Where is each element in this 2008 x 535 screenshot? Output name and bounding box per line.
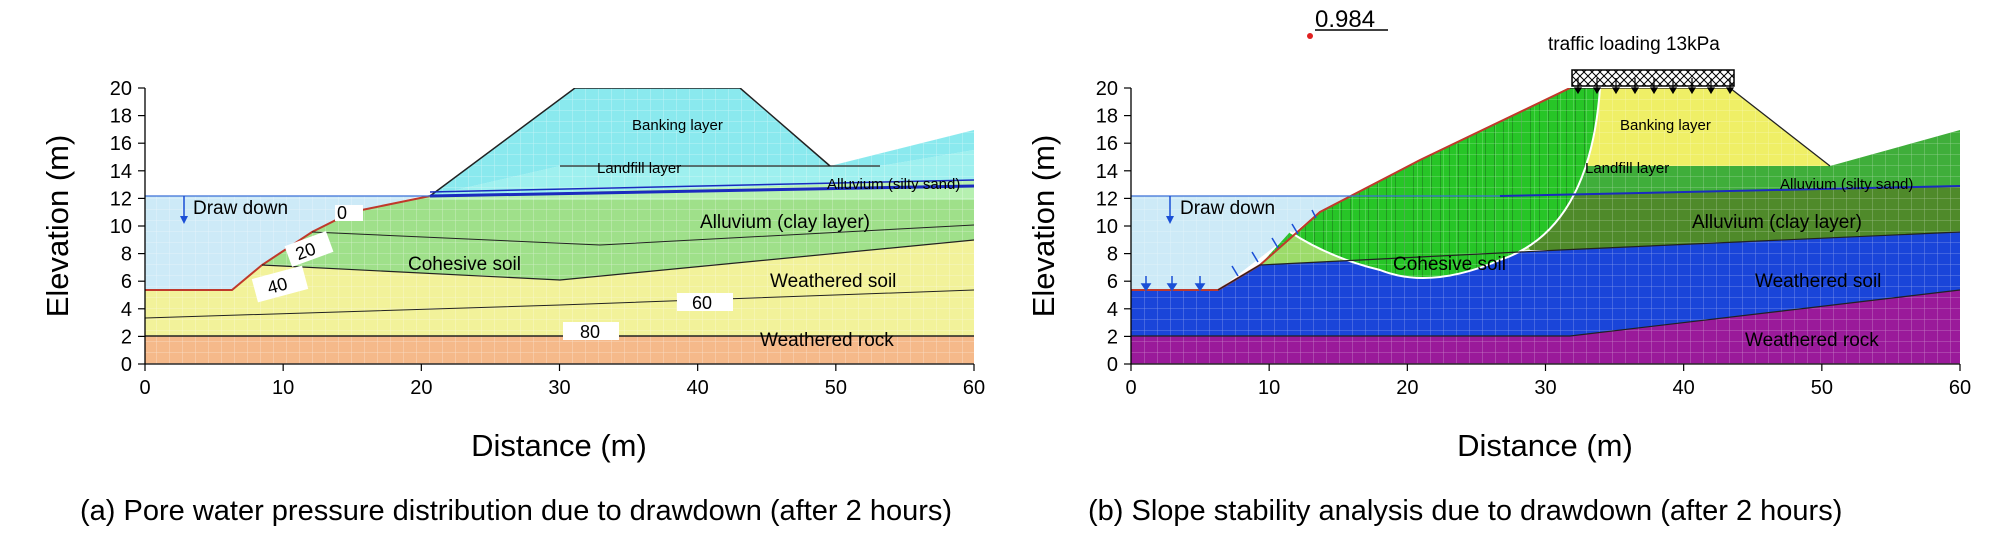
contour-label: 0	[337, 203, 347, 223]
factor-of-safety: 0.984	[1315, 6, 1375, 33]
x-tick-label: 30	[548, 377, 570, 399]
load-arrow-head	[1611, 87, 1621, 95]
load-arrow-head	[1573, 87, 1583, 95]
contour-label: 80	[580, 322, 600, 342]
cohesive-label-b: Cohesive soil	[1393, 254, 1506, 275]
contour-labels-a: 0 20 40 60 80	[251, 203, 733, 342]
x-tick-label: 60	[1949, 377, 1971, 399]
axes-b: 0 10 20 30 40 50 60 0 2 4 6 8 10 12 14 16 18 20 Distance (…	[1026, 78, 1971, 463]
x-axis-title: Distance (m)	[471, 428, 647, 463]
x-tick-label: 50	[825, 377, 847, 399]
weathered-rock-label-b: Weathered rock	[1745, 330, 1879, 351]
axes-a: 0 10 20 30 40 50 60 0 2 4 6 8 10 12 14 16 18 20 Distance (…	[40, 78, 985, 463]
drawdown-label-b: Draw down	[1180, 198, 1275, 219]
load-arrow-head	[1649, 87, 1659, 95]
y-tick-label: 20	[1096, 78, 1118, 100]
x-tick-label: 30	[1534, 377, 1556, 399]
x-tick-label: 40	[687, 377, 709, 399]
x-tick-label: 0	[1125, 377, 1136, 399]
water-pressure-arrows	[1140, 209, 1317, 292]
banking-label-a: Banking layer	[632, 117, 723, 134]
landfill-label-b: Landfill layer	[1585, 160, 1669, 177]
cohesive-label-a: Cohesive soil	[408, 254, 521, 275]
x-tick-label: 40	[1673, 377, 1695, 399]
weathered-soil-label-a: Weathered soil	[770, 271, 896, 292]
x-tick-label: 50	[1811, 377, 1833, 399]
alluvium-clay-label-a: Alluvium (clay layer)	[700, 212, 870, 233]
panel-a: Draw down 0 20 40 60 80 Banking layer La…	[40, 78, 985, 527]
y-tick-label: 8	[1107, 244, 1118, 266]
traffic-loading-label: traffic loading 13kPa	[1548, 34, 1720, 55]
drawdown-label-a: Draw down	[193, 198, 288, 219]
load-arrow-head	[1630, 87, 1640, 95]
x-tick-label: 60	[963, 377, 985, 399]
y-tick-label: 4	[1107, 299, 1118, 321]
alluvium-sand-label-a: Alluvium (silty sand)	[827, 176, 960, 193]
y-tick-label: 16	[1096, 133, 1118, 155]
weathered-rock-label-a: Weathered rock	[760, 330, 894, 351]
y-tick-label: 2	[1107, 326, 1118, 348]
load-arrow-head	[1725, 87, 1735, 95]
x-tick-label: 20	[1396, 377, 1418, 399]
load-arrow-head	[1668, 87, 1678, 95]
y-axis-title: Elevation (m)	[40, 135, 75, 318]
contour-label: 60	[692, 293, 712, 313]
alluvium-clay-label-b: Alluvium (clay layer)	[1692, 212, 1862, 233]
y-tick-label: 12	[110, 188, 132, 210]
x-tick-label: 0	[139, 377, 150, 399]
x-tick-label: 10	[272, 377, 294, 399]
panel-b: Draw down traffic loading 13kPa 0.984 Ba…	[1026, 6, 1971, 527]
y-tick-label: 10	[1096, 216, 1118, 238]
y-tick-label: 6	[121, 271, 132, 293]
y-tick-label: 8	[121, 244, 132, 266]
y-tick-label: 10	[110, 216, 132, 238]
y-tick-label: 16	[110, 133, 132, 155]
y-tick-label: 12	[1096, 188, 1118, 210]
weathered-soil-label-b: Weathered soil	[1755, 271, 1881, 292]
x-tick-label: 10	[1258, 377, 1280, 399]
y-tick-label: 14	[1096, 161, 1118, 183]
y-tick-label: 18	[110, 106, 132, 128]
y-tick-label: 20	[110, 78, 132, 100]
x-axis-title: Distance (m)	[1457, 428, 1633, 463]
y-tick-label: 6	[1107, 271, 1118, 293]
y-tick-label: 14	[110, 161, 132, 183]
traffic-load-block	[1571, 69, 1735, 87]
x-tick-label: 20	[410, 377, 432, 399]
landfill-label-a: Landfill layer	[597, 160, 681, 177]
y-tick-label: 0	[121, 354, 132, 376]
load-arrow-head	[1706, 87, 1716, 95]
y-tick-label: 4	[121, 299, 132, 321]
alluvium-sand-label-b: Alluvium (silty sand)	[1780, 176, 1913, 193]
load-arrow-head	[1592, 87, 1602, 95]
traffic-load-arrows	[1573, 78, 1735, 95]
slip-center-marker	[1307, 33, 1313, 39]
y-tick-label: 2	[121, 326, 132, 348]
caption-a: (a) Pore water pressure distribution due…	[80, 495, 952, 527]
y-tick-label: 18	[1096, 106, 1118, 128]
banking-label-b: Banking layer	[1620, 117, 1711, 134]
y-tick-label: 0	[1107, 354, 1118, 376]
caption-b: (b) Slope stability analysis due to draw…	[1088, 495, 1842, 527]
load-arrow-head	[1687, 87, 1697, 95]
y-axis-title: Elevation (m)	[1026, 135, 1061, 318]
